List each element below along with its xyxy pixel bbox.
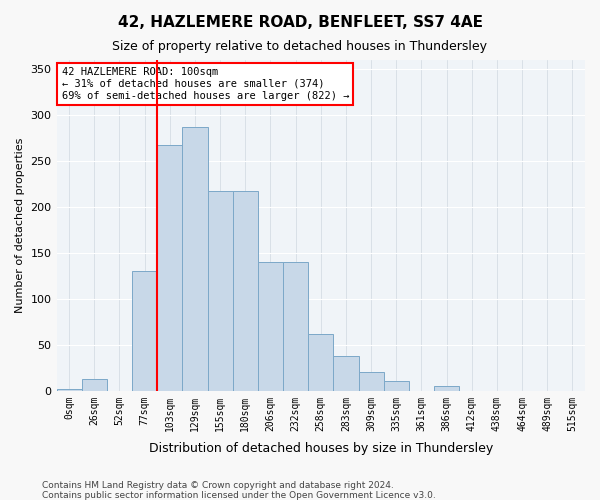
Bar bbox=[233, 192, 258, 391]
Bar bbox=[383, 380, 409, 391]
Text: 42, HAZLEMERE ROAD, BENFLEET, SS7 4AE: 42, HAZLEMERE ROAD, BENFLEET, SS7 4AE bbox=[118, 15, 482, 30]
Text: 42 HAZLEMERE ROAD: 100sqm
← 31% of detached houses are smaller (374)
69% of semi: 42 HAZLEMERE ROAD: 100sqm ← 31% of detac… bbox=[62, 68, 349, 100]
Bar bbox=[56, 389, 82, 391]
Bar bbox=[308, 334, 334, 391]
X-axis label: Distribution of detached houses by size in Thundersley: Distribution of detached houses by size … bbox=[149, 442, 493, 455]
Y-axis label: Number of detached properties: Number of detached properties bbox=[15, 138, 25, 313]
Bar bbox=[283, 262, 308, 391]
Text: Contains HM Land Registry data © Crown copyright and database right 2024.: Contains HM Land Registry data © Crown c… bbox=[42, 481, 394, 490]
Text: Size of property relative to detached houses in Thundersley: Size of property relative to detached ho… bbox=[113, 40, 487, 53]
Bar bbox=[208, 192, 233, 391]
Bar bbox=[132, 272, 157, 391]
Bar bbox=[434, 386, 459, 391]
Text: Contains public sector information licensed under the Open Government Licence v3: Contains public sector information licen… bbox=[42, 491, 436, 500]
Bar bbox=[182, 127, 208, 391]
Bar bbox=[157, 144, 182, 391]
Bar bbox=[258, 262, 283, 391]
Bar bbox=[334, 356, 359, 391]
Bar bbox=[82, 379, 107, 391]
Bar bbox=[359, 372, 383, 391]
